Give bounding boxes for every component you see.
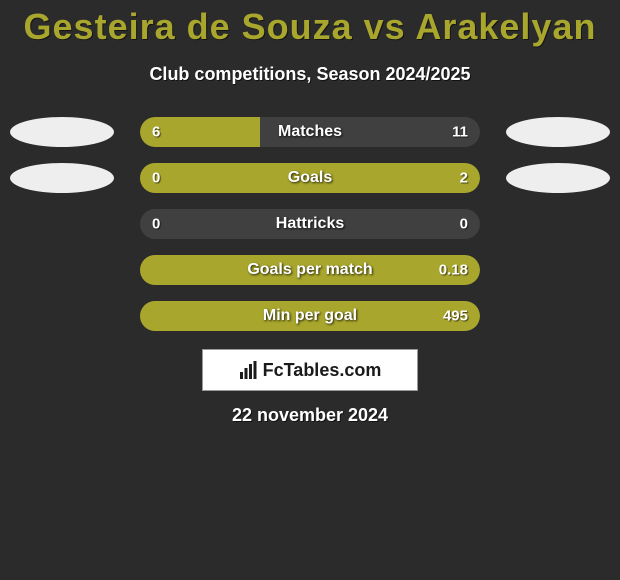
brand-text: FcTables.com bbox=[263, 360, 382, 381]
player-oval-left bbox=[10, 163, 114, 193]
stat-value-left: 0 bbox=[152, 170, 160, 187]
stat-bar: Goals per match 0.18 bbox=[140, 255, 480, 285]
stat-value-left: 0 bbox=[152, 216, 160, 233]
stat-bar: Min per goal 495 bbox=[140, 301, 480, 331]
stat-label: Goals per match bbox=[247, 261, 372, 279]
bars-icon bbox=[239, 360, 259, 380]
brand-badge: FcTables.com bbox=[202, 349, 418, 391]
stat-value-right: 2 bbox=[460, 170, 468, 187]
stat-value-left: 6 bbox=[152, 124, 160, 141]
page-title: Gesteira de Souza vs Arakelyan bbox=[0, 0, 620, 48]
player-oval-right bbox=[506, 117, 610, 147]
stat-label: Goals bbox=[288, 169, 332, 187]
stat-value-right: 11 bbox=[452, 124, 468, 141]
stat-label: Min per goal bbox=[263, 307, 357, 325]
date-text: 22 november 2024 bbox=[0, 405, 620, 426]
stat-bar: 6 Matches 11 bbox=[140, 117, 480, 147]
stat-value-right: 495 bbox=[443, 308, 468, 325]
stat-label: Hattricks bbox=[276, 215, 344, 233]
stat-bar: 0 Goals 2 bbox=[140, 163, 480, 193]
subtitle: Club competitions, Season 2024/2025 bbox=[0, 64, 620, 85]
stat-value-right: 0 bbox=[460, 216, 468, 233]
player-oval-right bbox=[506, 163, 610, 193]
stat-label: Matches bbox=[278, 123, 342, 141]
stat-row: 0 Hattricks 0 bbox=[0, 209, 620, 239]
stat-bar: 0 Hattricks 0 bbox=[140, 209, 480, 239]
stat-row: Goals per match 0.18 bbox=[0, 255, 620, 285]
stat-row: 0 Goals 2 bbox=[0, 163, 620, 193]
stat-row: 6 Matches 11 bbox=[0, 117, 620, 147]
stat-row: Min per goal 495 bbox=[0, 301, 620, 331]
comparison-chart: 6 Matches 11 0 Goals 2 0 Hattricks 0 Goals per ma… bbox=[0, 117, 620, 331]
player-oval-left bbox=[10, 117, 114, 147]
stat-value-right: 0.18 bbox=[439, 262, 468, 279]
